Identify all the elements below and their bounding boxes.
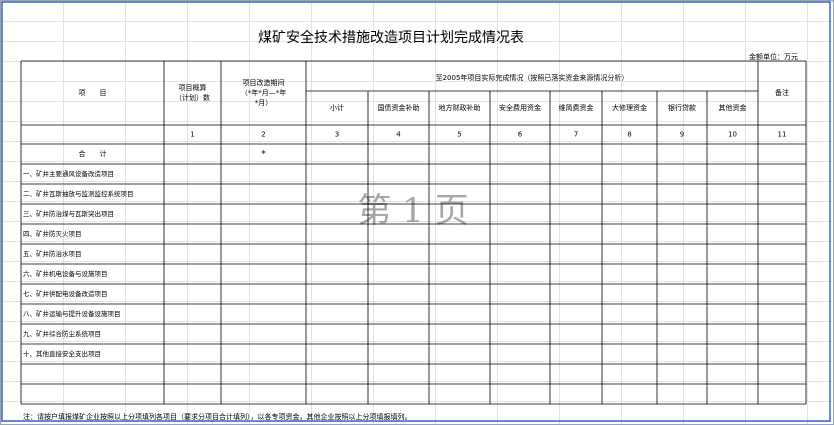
cell-text: 5 <box>457 131 461 139</box>
cell-text: （计划）数 <box>175 93 210 102</box>
cell-text: 项 目 <box>79 89 107 97</box>
cell-text: （*年*月—*年 <box>241 88 287 97</box>
cell-text: 7 <box>574 131 578 139</box>
cell-text: 一、矿井主要通风设备改造项目 <box>23 169 114 178</box>
cell-text: 大修理资金 <box>612 103 647 112</box>
cell-text: 其他资金 <box>719 103 747 112</box>
cell-text: 4 <box>396 131 401 139</box>
cell-text: 2 <box>261 131 265 139</box>
cell-text: 6 <box>518 131 523 139</box>
cell-text: 九、矿井综合防尘系统项目 <box>23 329 101 338</box>
cell-text: 银行贷款 <box>668 103 696 112</box>
cell-text: 安全费用资金 <box>499 103 541 112</box>
cell-text: 小计 <box>330 103 344 112</box>
cell-text: 1 <box>190 131 194 139</box>
cell-text: 二、矿井瓦斯抽放与监测监控系统项目 <box>23 189 134 198</box>
cell-text: 国债资金补助 <box>378 103 420 112</box>
cell-text: 项目改造期间 <box>243 78 285 87</box>
page-watermark: 第 1 页 <box>357 191 468 231</box>
cell-text: 五、矿井防治水项目 <box>23 249 82 258</box>
cell-text: 合 计 <box>79 149 107 158</box>
cell-text: 四、矿井防灭火项目 <box>23 229 82 238</box>
cell-text: 六、矿井机电设备与设施项目 <box>23 269 108 278</box>
cell-text: 9 <box>680 131 684 139</box>
cell-text: 10 <box>728 131 737 139</box>
cell-text: 七、矿井供配电设备改造项目 <box>23 289 108 298</box>
cell-text: 备注 <box>775 88 789 97</box>
cell-text: 地方财政补助 <box>439 103 481 112</box>
cell-text: * <box>261 150 266 160</box>
cell-text: *月） <box>255 99 273 107</box>
cell-text: 维简费资金 <box>559 103 594 112</box>
cell-text: 3 <box>335 131 339 139</box>
unit-label: 金额单位：万元 <box>749 52 798 61</box>
cell-text: 八、矿井运输与提升设备设施项目 <box>23 309 121 318</box>
cell-text: 十、其他直接安全支出项目 <box>23 349 101 358</box>
sheet-title: 煤矿安全技术措施改造项目计划完成情况表 <box>258 29 524 46</box>
footnote: 注：请按户填报煤矿企业按照以上分项填列各项目（要求分项目合计填列），以各专项资金… <box>23 412 412 421</box>
cell-text: 项目概算 <box>179 83 207 92</box>
cell-text: 三、矿井防治煤与瓦斯突出项目 <box>23 209 114 218</box>
cell-text: 11 <box>778 131 787 139</box>
cell-text: 至2005年项目实际完成情况（按照已落实资金来源情况分析） <box>436 73 629 82</box>
cell-text: 8 <box>627 131 631 139</box>
